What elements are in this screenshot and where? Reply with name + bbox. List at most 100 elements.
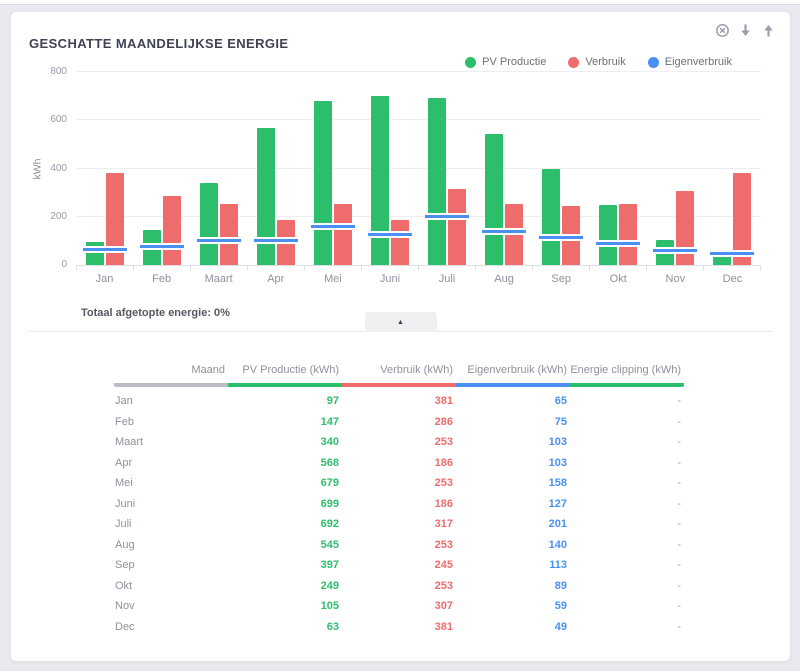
- cell-value: -: [677, 395, 681, 407]
- marker-eigenverbruik[interactable]: [253, 236, 298, 244]
- marker-eigenverbruik[interactable]: [310, 223, 355, 231]
- bar-verbruik[interactable]: [162, 196, 181, 265]
- bars: [142, 196, 181, 265]
- column-header-energie-clipping-kwh: Energie clipping (kWh): [570, 364, 684, 387]
- cell-value: 249: [320, 579, 339, 592]
- cell-value: -: [677, 620, 681, 633]
- legend-item-verbruik[interactable]: Verbruik: [568, 56, 626, 68]
- cell-month: Apr: [115, 456, 133, 469]
- cell-value: 253: [434, 579, 453, 592]
- bar-group-dec: [704, 73, 762, 271]
- cell-value: -: [677, 415, 681, 428]
- bar-pv-productie[interactable]: [542, 169, 561, 265]
- cell-value: 186: [434, 456, 453, 469]
- bar-pv-productie[interactable]: [256, 127, 275, 265]
- cell-value: 147: [320, 415, 339, 428]
- bar-pv-productie[interactable]: [199, 182, 218, 265]
- x-tick-label: Apr: [267, 273, 285, 285]
- cell-month: Maart: [115, 436, 144, 448]
- marker-eigenverbruik[interactable]: [539, 234, 584, 242]
- legend-label: PV Productie: [482, 56, 547, 68]
- column-header-verbruik-kwh: Verbruik (kWh): [342, 364, 456, 387]
- cell-value: 186: [434, 497, 453, 510]
- table-row: Nov 105 307 59 -: [114, 596, 684, 617]
- cell-value: 140: [548, 538, 567, 551]
- marker-eigenverbruik[interactable]: [653, 247, 698, 255]
- cell-value: 545: [320, 538, 339, 551]
- bar-pv-productie[interactable]: [485, 133, 504, 265]
- bar-pv-productie[interactable]: [313, 101, 332, 265]
- legend-dot-blue: [647, 56, 659, 68]
- cell-value: 65: [554, 395, 567, 407]
- cell-value: 340: [320, 436, 339, 448]
- table-row: Aug 545 253 140 -: [114, 535, 684, 556]
- cell-month: Sep: [115, 559, 135, 571]
- bar-group-aug: [476, 73, 534, 271]
- marker-eigenverbruik[interactable]: [710, 249, 755, 257]
- table-row: Feb 147 286 75 -: [114, 412, 684, 433]
- table-row: Juni 699 186 127 -: [114, 494, 684, 515]
- column-header-eigenverbruik-kwh: Eigenverbruik (kWh): [456, 364, 570, 387]
- marker-eigenverbruik[interactable]: [367, 230, 412, 238]
- bar-group-apr: [247, 73, 305, 271]
- bar-verbruik[interactable]: [105, 173, 124, 265]
- x-tick-label: Okt: [609, 273, 627, 285]
- bar-group-juli: [418, 73, 477, 271]
- energy-table: Maand PV Productie (kWh) Verbruik (kWh) Eig…: [114, 364, 684, 637]
- cell-value: -: [677, 559, 681, 571]
- bar-pv-productie[interactable]: [370, 96, 389, 265]
- x-tick-label: Juni: [379, 273, 401, 285]
- cell-month: Nov: [115, 600, 135, 612]
- cell-value: 245: [434, 559, 453, 571]
- widget-controls: [715, 23, 776, 38]
- collapse-button[interactable]: ▲: [364, 312, 437, 332]
- bars: [428, 98, 466, 265]
- table-row: Dec 63 381 49 -: [114, 617, 684, 638]
- collapse-divider: ▲: [29, 312, 772, 332]
- bar-verbruik[interactable]: [676, 190, 695, 265]
- bar-verbruik[interactable]: [219, 203, 238, 265]
- move-up-icon[interactable]: [761, 23, 776, 38]
- cell-value: 286: [434, 415, 453, 428]
- y-tick-label: 200: [50, 210, 67, 222]
- marker-eigenverbruik[interactable]: [425, 213, 469, 221]
- bar-verbruik[interactable]: [619, 203, 638, 265]
- marker-eigenverbruik[interactable]: [482, 227, 527, 235]
- cell-month: Juli: [115, 518, 132, 530]
- y-tick-label: 0: [61, 259, 67, 270]
- marker-eigenverbruik[interactable]: [139, 243, 184, 251]
- legend-label: Verbruik: [585, 56, 626, 68]
- bar-verbruik[interactable]: [333, 203, 352, 265]
- bar-group-okt: [590, 73, 648, 271]
- cell-value: 201: [548, 518, 567, 530]
- bars: [542, 169, 581, 265]
- bar-pv-productie[interactable]: [428, 98, 446, 265]
- cell-month: Jan: [115, 395, 133, 407]
- bar-pv-productie[interactable]: [599, 204, 618, 265]
- move-down-icon[interactable]: [738, 23, 753, 38]
- close-circle-icon[interactable]: [715, 23, 730, 38]
- column-header-maand: Maand: [114, 364, 228, 387]
- x-tick-label: Aug: [494, 273, 514, 285]
- table-row: Jan 97 381 65 -: [114, 391, 684, 412]
- bar-group-sep: [533, 73, 591, 271]
- cell-month: Juni: [115, 497, 136, 510]
- x-tick-label: Jan: [95, 273, 114, 285]
- legend-item-pv-productie[interactable]: PV Productie: [465, 56, 546, 68]
- cell-value: 317: [434, 518, 453, 530]
- bar-verbruik[interactable]: [448, 188, 466, 265]
- marker-eigenverbruik[interactable]: [596, 240, 641, 248]
- legend-item-eigenverbruik[interactable]: Eigenverbruik: [647, 56, 732, 68]
- marker-eigenverbruik[interactable]: [82, 245, 127, 253]
- cell-value: 63: [326, 620, 339, 633]
- bar-chart-plot: kWh 0 200 400 600 800: [32, 67, 762, 271]
- bar-verbruik[interactable]: [390, 220, 409, 265]
- bar-verbruik[interactable]: [733, 173, 752, 265]
- table-row: Mei 679 253 158 -: [114, 473, 684, 494]
- bars: [313, 101, 352, 265]
- gridline: [76, 71, 761, 72]
- cell-month: Okt: [115, 579, 133, 592]
- legend-dot-green: [465, 56, 477, 68]
- marker-eigenverbruik[interactable]: [196, 236, 241, 244]
- legend-dot-red: [568, 56, 580, 68]
